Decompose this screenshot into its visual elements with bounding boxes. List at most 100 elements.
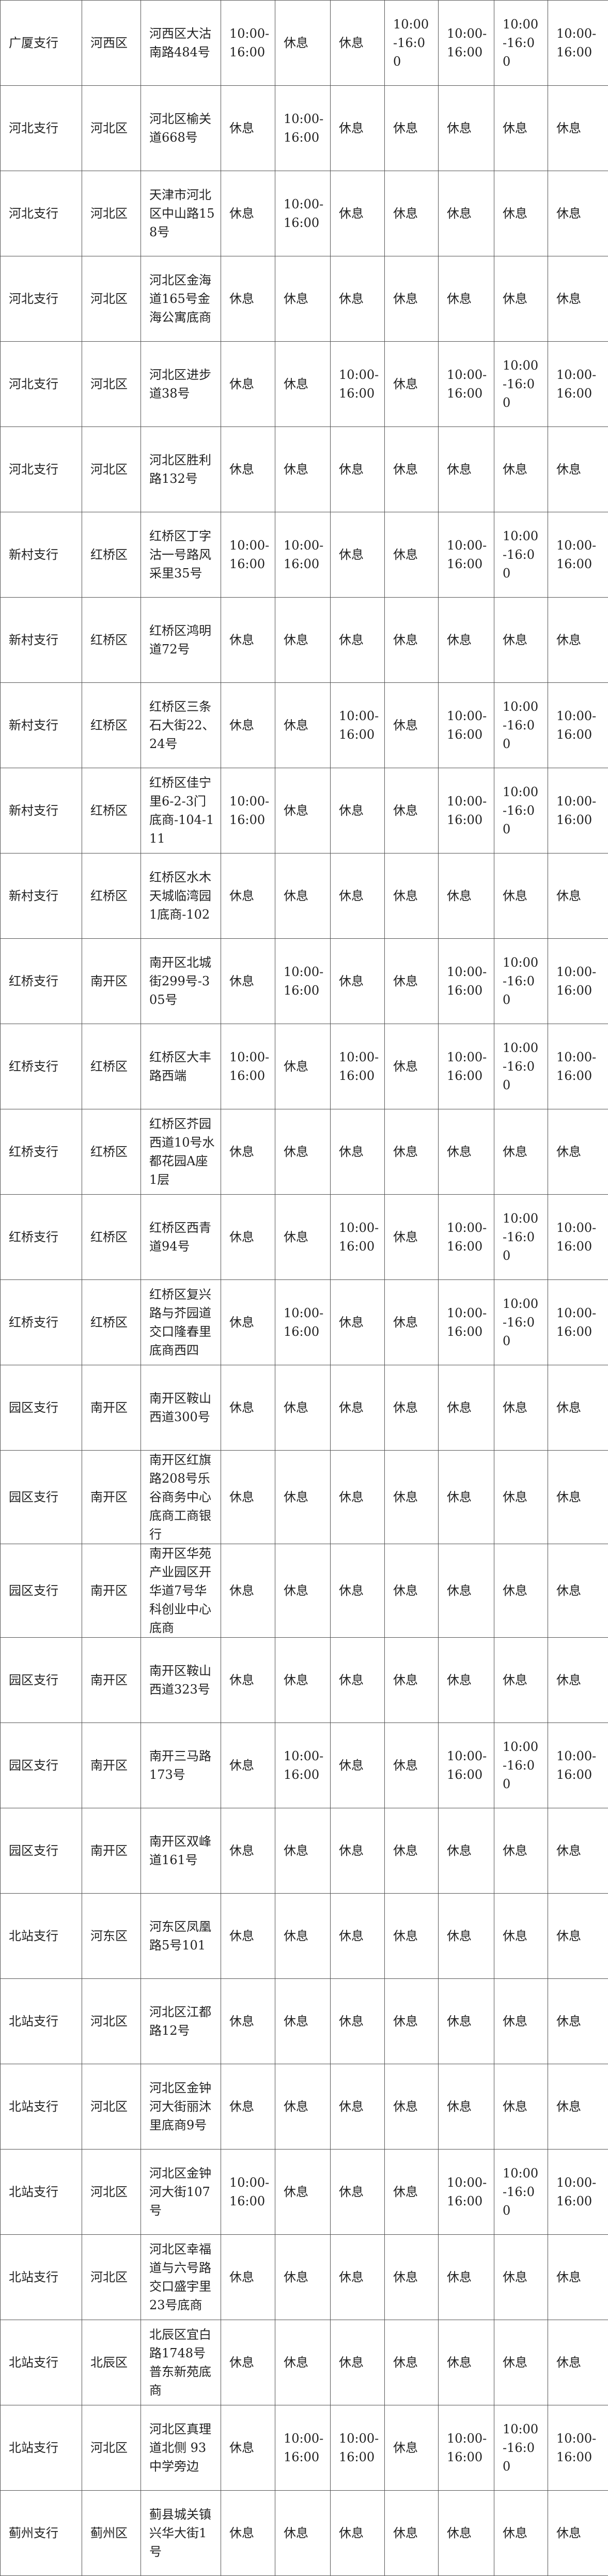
day-1: 休息 <box>221 2064 275 2150</box>
day-5: 10:00-16:00 <box>439 683 494 768</box>
day-2: 休息 <box>275 427 331 512</box>
day-5: 休息 <box>439 1638 494 1723</box>
day-7: 10:00-16:00 <box>548 1024 608 1109</box>
day-4: 休息 <box>385 1544 439 1638</box>
day-3: 休息 <box>331 2320 385 2405</box>
day-5: 10:00-16:00 <box>439 1 494 86</box>
day-2: 休息 <box>275 1 331 86</box>
day-6: 10:00-16:00 <box>494 512 548 598</box>
day-5: 休息 <box>439 2235 494 2320</box>
branch: 河北支行 <box>1 342 82 427</box>
day-7: 休息 <box>548 2320 608 2405</box>
address: 河北区进步道38号 <box>141 342 221 427</box>
day-6: 休息 <box>494 2235 548 2320</box>
district: 红桥区 <box>82 1195 141 1280</box>
day-6: 10:00-16:00 <box>494 1723 548 1808</box>
day-4: 休息 <box>385 683 439 768</box>
day-2: 休息 <box>275 853 331 939</box>
day-5: 10:00-16:00 <box>439 1280 494 1365</box>
day-4: 休息 <box>385 1979 439 2064</box>
day-3: 休息 <box>331 1544 385 1638</box>
branch: 北站支行 <box>1 2320 82 2405</box>
day-7: 休息 <box>548 1894 608 1979</box>
address: 南开区红旗路208号乐谷商务中心底商工商银行 <box>141 1451 221 1544</box>
day-4: 休息 <box>385 1723 439 1808</box>
district: 红桥区 <box>82 598 141 683</box>
address: 南开区北城街299号-305号 <box>141 939 221 1024</box>
day-3: 休息 <box>331 939 385 1024</box>
day-3: 休息 <box>331 1280 385 1365</box>
day-2: 休息 <box>275 1894 331 1979</box>
row: 北站支行河北区河北区江都路12号休息休息休息休息休息休息休息 <box>1 1979 608 2064</box>
day-4: 休息 <box>385 598 439 683</box>
day-2: 休息 <box>275 2320 331 2405</box>
day-5: 休息 <box>439 2320 494 2405</box>
row: 园区支行南开区南开区华苑产业园区开华道7号华科创业中心底商休息休息休息休息休息休… <box>1 1544 608 1638</box>
day-3: 休息 <box>331 1808 385 1894</box>
day-7: 休息 <box>548 1544 608 1638</box>
day-4: 休息 <box>385 1808 439 1894</box>
day-5: 10:00-16:00 <box>439 2150 494 2235</box>
day-3: 休息 <box>331 2150 385 2235</box>
day-3: 休息 <box>331 86 385 171</box>
day-1: 10:00-16:00 <box>221 512 275 598</box>
day-1: 休息 <box>221 1723 275 1808</box>
day-6: 10:00-16:00 <box>494 2150 548 2235</box>
district: 河北区 <box>82 2150 141 2235</box>
day-4: 休息 <box>385 853 439 939</box>
day-4: 休息 <box>385 2150 439 2235</box>
district: 红桥区 <box>82 683 141 768</box>
branch: 红桥支行 <box>1 1280 82 1365</box>
branch: 北站支行 <box>1 2235 82 2320</box>
district: 南开区 <box>82 1544 141 1638</box>
address: 河东区凤凰路5号101 <box>141 1894 221 1979</box>
day-4: 10:00-16:00 <box>385 1 439 86</box>
branch: 园区支行 <box>1 1638 82 1723</box>
day-7: 休息 <box>548 1979 608 2064</box>
day-6: 10:00-16:00 <box>494 768 548 853</box>
district: 河北区 <box>82 171 141 256</box>
day-1: 10:00-16:00 <box>221 2150 275 2235</box>
day-6: 休息 <box>494 2320 548 2405</box>
day-7: 休息 <box>548 1451 608 1544</box>
address: 红桥区鸿明道72号 <box>141 598 221 683</box>
day-2: 休息 <box>275 1638 331 1723</box>
day-6: 休息 <box>494 1109 548 1195</box>
district: 河北区 <box>82 86 141 171</box>
day-7: 休息 <box>548 598 608 683</box>
district: 南开区 <box>82 1365 141 1451</box>
branch: 北站支行 <box>1 2064 82 2150</box>
day-6: 休息 <box>494 1894 548 1979</box>
address: 河北区金钟河大街107号 <box>141 2150 221 2235</box>
day-2: 休息 <box>275 2491 331 2576</box>
district: 红桥区 <box>82 768 141 853</box>
day-6: 休息 <box>494 171 548 256</box>
day-3: 休息 <box>331 853 385 939</box>
day-4: 休息 <box>385 256 439 342</box>
day-1: 休息 <box>221 1280 275 1365</box>
district: 河北区 <box>82 1979 141 2064</box>
day-4: 休息 <box>385 2491 439 2576</box>
row: 新村支行红桥区红桥区鸿明道72号休息休息休息休息休息休息休息 <box>1 598 608 683</box>
day-6: 10:00-16:00 <box>494 1024 548 1109</box>
branch: 新村支行 <box>1 598 82 683</box>
day-5: 休息 <box>439 2064 494 2150</box>
day-7: 休息 <box>548 2491 608 2576</box>
address: 南开区鞍山西道300号 <box>141 1365 221 1451</box>
branch: 新村支行 <box>1 512 82 598</box>
row: 河北支行河北区河北区胜利路132号休息休息休息休息休息休息休息 <box>1 427 608 512</box>
day-1: 休息 <box>221 1808 275 1894</box>
day-5: 休息 <box>439 427 494 512</box>
day-5: 休息 <box>439 1365 494 1451</box>
day-1: 休息 <box>221 1979 275 2064</box>
row: 蓟州支行蓟州区蓟县城关镇兴华大街1号休息休息休息休息休息休息休息 <box>1 2491 608 2576</box>
branch: 河北支行 <box>1 86 82 171</box>
day-4: 休息 <box>385 1894 439 1979</box>
